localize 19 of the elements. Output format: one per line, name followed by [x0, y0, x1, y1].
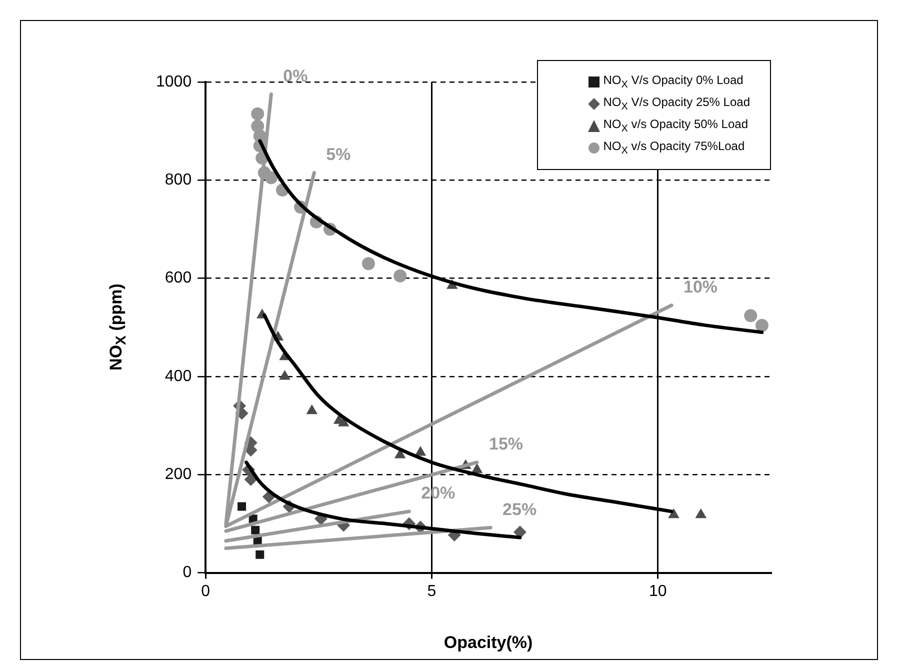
x-tick-label: 5 — [427, 582, 436, 600]
series-label: 25% — [502, 500, 537, 519]
series-label: 15% — [488, 434, 524, 454]
legend-label: NO$_{X}$ V/s Opacity 0% Load — [603, 73, 744, 91]
y-tick-label: 1000 — [156, 73, 192, 90]
y-tick-label: 400 — [164, 368, 192, 385]
series-label: 0% — [283, 66, 308, 86]
legend-label: NO$_{X}$ v/s Opacity 50% Load — [603, 117, 748, 135]
series-label: 5% — [326, 144, 351, 164]
x-tick-label: 0 — [201, 582, 210, 600]
y-tick-label: 600 — [164, 270, 192, 287]
series-label: 10% — [683, 278, 718, 296]
x-tick-label: 10 — [649, 582, 667, 600]
x-axis-title: Opacity(%) — [444, 633, 533, 653]
y-tick-label: 200 — [164, 466, 192, 484]
y-tick-label: 0 — [182, 564, 192, 582]
legend-label: NO$_{X}$ v/s Opacity 75%Load — [603, 139, 745, 157]
legend-label: NO$_{X}$ V/s Opacity 25% Load — [603, 95, 750, 113]
y-tick-label: 800 — [164, 172, 192, 189]
